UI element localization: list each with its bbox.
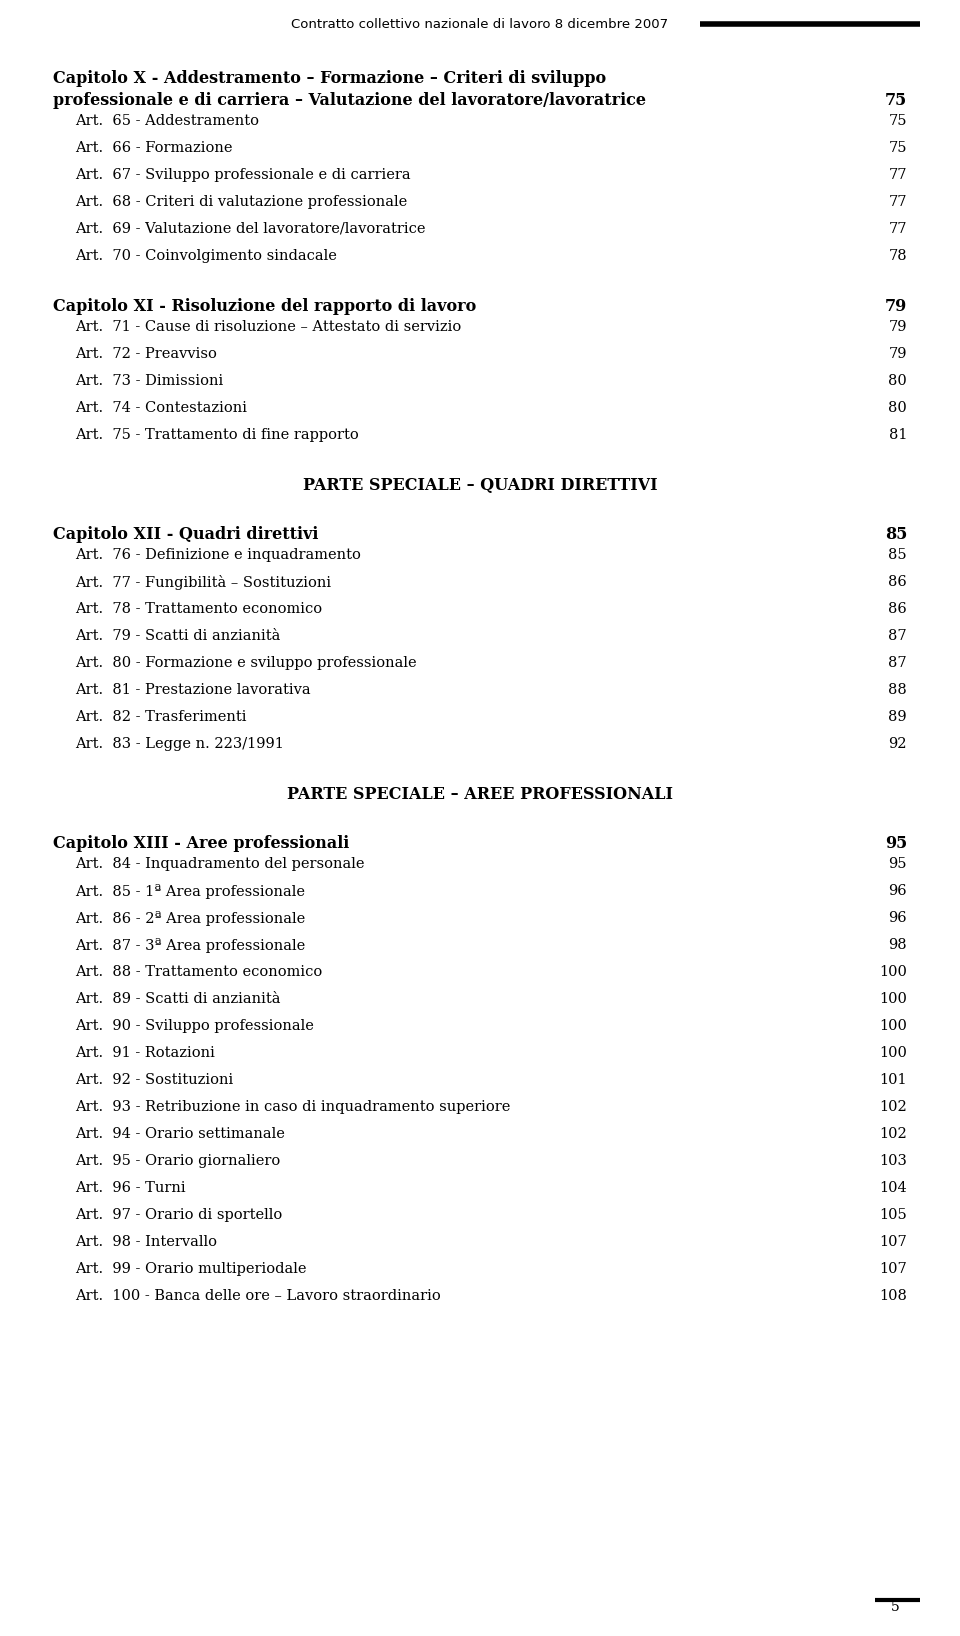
Text: 100: 100 [879,991,907,1006]
Text: 98: 98 [888,937,907,952]
Text: Capitolo XI - Risoluzione del rapporto di lavoro: Capitolo XI - Risoluzione del rapporto d… [53,298,476,316]
Text: 100: 100 [879,1045,907,1060]
Text: 92: 92 [889,736,907,751]
Text: Art.  71 - Cause di risoluzione – Attestato di servizio: Art. 71 - Cause di risoluzione – Attesta… [75,321,461,334]
Text: 100: 100 [879,965,907,978]
Text: 101: 101 [879,1073,907,1086]
Text: Art.  70 - Coinvolgimento sindacale: Art. 70 - Coinvolgimento sindacale [75,249,337,263]
Text: 87: 87 [888,656,907,671]
Text: Art.  68 - Criteri di valutazione professionale: Art. 68 - Criteri di valutazione profess… [75,195,407,209]
Text: 107: 107 [879,1235,907,1248]
Text: 75: 75 [889,141,907,155]
Text: Art.  73 - Dimissioni: Art. 73 - Dimissioni [75,375,224,388]
Text: Art.  65 - Addestramento: Art. 65 - Addestramento [75,115,259,128]
Text: Art.  76 - Definizione e inquadramento: Art. 76 - Definizione e inquadramento [75,548,361,563]
Text: Art.  98 - Intervallo: Art. 98 - Intervallo [75,1235,217,1248]
Text: Art.  66 - Formazione: Art. 66 - Formazione [75,141,232,155]
Text: Art.  85 - 1ª Area professionale: Art. 85 - 1ª Area professionale [75,883,305,900]
Text: Art.  86 - 2ª Area professionale: Art. 86 - 2ª Area professionale [75,911,305,926]
Text: 85: 85 [884,527,907,543]
Text: Capitolo XIII - Aree professionali: Capitolo XIII - Aree professionali [53,834,349,852]
Text: Art.  96 - Turni: Art. 96 - Turni [75,1181,185,1194]
Text: Art.  93 - Retribuzione in caso di inquadramento superiore: Art. 93 - Retribuzione in caso di inquad… [75,1099,511,1114]
Text: Art.  99 - Orario multiperiodale: Art. 99 - Orario multiperiodale [75,1261,306,1276]
Text: 81: 81 [889,429,907,442]
Text: Art.  88 - Trattamento economico: Art. 88 - Trattamento economico [75,965,323,978]
Text: Art.  78 - Trattamento economico: Art. 78 - Trattamento economico [75,602,323,617]
Text: Capitolo X - Addestramento – Formazione – Criteri di sviluppo: Capitolo X - Addestramento – Formazione … [53,70,606,87]
Text: 78: 78 [888,249,907,263]
Text: 89: 89 [888,710,907,725]
Text: professionale e di carriera – Valutazione del lavoratore/lavoratrice: professionale e di carriera – Valutazion… [53,92,646,110]
Text: Contratto collettivo nazionale di lavoro 8 dicembre 2007: Contratto collettivo nazionale di lavoro… [292,18,668,31]
Text: 86: 86 [888,574,907,589]
Text: 87: 87 [888,628,907,643]
Text: PARTE SPECIALE – AREE PROFESSIONALI: PARTE SPECIALE – AREE PROFESSIONALI [287,785,673,803]
Text: 95: 95 [885,834,907,852]
Text: Art.  72 - Preavviso: Art. 72 - Preavviso [75,347,217,362]
Text: Art.  95 - Orario giornaliero: Art. 95 - Orario giornaliero [75,1153,280,1168]
Text: Art.  79 - Scatti di anzianità: Art. 79 - Scatti di anzianità [75,628,280,643]
Text: 79: 79 [885,298,907,316]
Text: Art.  77 - Fungibilità – Sostituzioni: Art. 77 - Fungibilità – Sostituzioni [75,574,331,591]
Text: 75: 75 [889,115,907,128]
Text: 77: 77 [889,169,907,182]
Text: 107: 107 [879,1261,907,1276]
Text: 104: 104 [879,1181,907,1194]
Text: 77: 77 [889,222,907,236]
Text: 102: 102 [879,1099,907,1114]
Text: Art.  91 - Rotazioni: Art. 91 - Rotazioni [75,1045,215,1060]
Text: Art.  87 - 3ª Area professionale: Art. 87 - 3ª Area professionale [75,937,305,954]
Text: 77: 77 [889,195,907,209]
Text: Art.  92 - Sostituzioni: Art. 92 - Sostituzioni [75,1073,233,1086]
Text: 79: 79 [889,321,907,334]
Text: 95: 95 [889,857,907,870]
Text: 86: 86 [888,602,907,617]
Text: Capitolo XII - Quadri direttivi: Capitolo XII - Quadri direttivi [53,527,319,543]
Text: 80: 80 [888,401,907,416]
Text: 108: 108 [879,1289,907,1302]
Text: 80: 80 [888,375,907,388]
Text: Art.  89 - Scatti di anzianità: Art. 89 - Scatti di anzianità [75,991,280,1006]
Text: Art.  82 - Trasferimenti: Art. 82 - Trasferimenti [75,710,247,725]
Text: Art.  67 - Sviluppo professionale e di carriera: Art. 67 - Sviluppo professionale e di ca… [75,169,411,182]
Text: 88: 88 [888,682,907,697]
Text: Art.  74 - Contestazioni: Art. 74 - Contestazioni [75,401,247,416]
Text: Art.  84 - Inquadramento del personale: Art. 84 - Inquadramento del personale [75,857,365,870]
Text: Art.  75 - Trattamento di fine rapporto: Art. 75 - Trattamento di fine rapporto [75,429,359,442]
Text: 79: 79 [889,347,907,362]
Text: Art.  83 - Legge n. 223/1991: Art. 83 - Legge n. 223/1991 [75,736,284,751]
Text: 105: 105 [879,1207,907,1222]
Text: PARTE SPECIALE – QUADRI DIRETTIVI: PARTE SPECIALE – QUADRI DIRETTIVI [302,478,658,494]
Text: 103: 103 [879,1153,907,1168]
Text: 85: 85 [888,548,907,563]
Text: 100: 100 [879,1019,907,1032]
Text: 96: 96 [888,883,907,898]
Text: 75: 75 [885,92,907,110]
Text: Art.  69 - Valutazione del lavoratore/lavoratrice: Art. 69 - Valutazione del lavoratore/lav… [75,222,425,236]
Text: 5: 5 [891,1600,900,1615]
Text: Art.  80 - Formazione e sviluppo professionale: Art. 80 - Formazione e sviluppo professi… [75,656,417,671]
Text: Art.  100 - Banca delle ore – Lavoro straordinario: Art. 100 - Banca delle ore – Lavoro stra… [75,1289,441,1302]
Text: Art.  90 - Sviluppo professionale: Art. 90 - Sviluppo professionale [75,1019,314,1032]
Text: 96: 96 [888,911,907,924]
Text: Art.  94 - Orario settimanale: Art. 94 - Orario settimanale [75,1127,285,1140]
Text: Art.  97 - Orario di sportello: Art. 97 - Orario di sportello [75,1207,282,1222]
Text: Art.  81 - Prestazione lavorativa: Art. 81 - Prestazione lavorativa [75,682,311,697]
Text: 102: 102 [879,1127,907,1140]
